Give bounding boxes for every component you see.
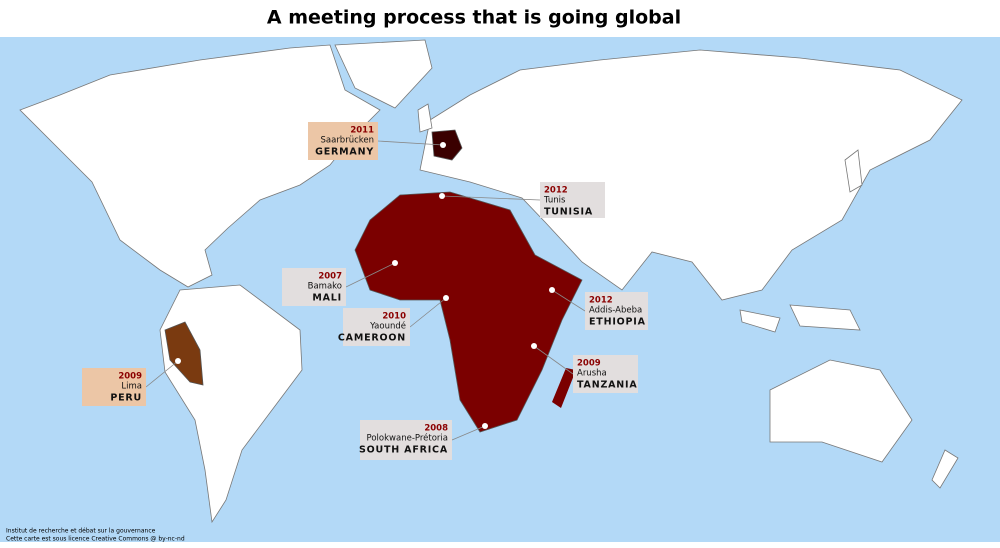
label-country: ETHIOPIA [589, 317, 646, 328]
leader-line [377, 140, 444, 146]
location-dot [531, 343, 537, 349]
label-box [308, 122, 378, 160]
credit: Cette carte est sous licence Creative Co… [6, 536, 185, 543]
uk [417, 103, 433, 133]
leader-line [345, 262, 396, 288]
peru [164, 321, 204, 386]
madagascar [552, 368, 576, 408]
leader-line [551, 289, 586, 312]
label-box [573, 355, 638, 393]
label-city: Bamako [308, 282, 342, 292]
label-city: Saarbrücken [321, 136, 375, 146]
label-year: 2009 [118, 372, 142, 382]
label-box [282, 268, 346, 306]
label-box [82, 368, 146, 406]
label-city: Polokwane-Prétoria [367, 433, 448, 444]
label-country: PERU [110, 393, 142, 404]
greenland [334, 39, 433, 109]
continents [19, 39, 963, 524]
label-year: 2012 [589, 296, 613, 306]
map-title: A meeting process that is going global [267, 7, 681, 29]
label-city: Addis-Abeba [589, 306, 642, 316]
label-country: TANZANIA [577, 380, 638, 391]
labels: 2011SaarbrückenGERMANY2012TunisTUNISIA20… [82, 122, 648, 460]
label-city: Arusha [577, 369, 607, 379]
leader-line [409, 297, 447, 328]
leader-line [451, 425, 486, 441]
location-dot [175, 358, 181, 364]
location-dot [443, 295, 449, 301]
location-dot [440, 142, 446, 148]
label-box [360, 420, 452, 460]
location-dot [392, 260, 398, 266]
germany [431, 129, 463, 161]
new-zealand [931, 449, 959, 489]
label-country: GERMANY [315, 147, 374, 158]
label-year: 2007 [318, 272, 342, 282]
leader-line [441, 195, 541, 201]
label-country: SOUTH AFRICA [359, 445, 448, 456]
label-year: 2010 [382, 312, 406, 322]
label-year: 2011 [350, 126, 374, 136]
label-country: CAMEROON [338, 333, 406, 344]
location-dot [482, 423, 488, 429]
label-box [540, 182, 605, 218]
label-city: Yaoundé [369, 321, 406, 332]
label-year: 2009 [577, 359, 601, 369]
location-dot [549, 287, 555, 293]
africa [354, 191, 583, 433]
leader-line [145, 360, 179, 388]
label-box [343, 308, 410, 346]
label-year: 2012 [544, 186, 568, 196]
leader-line [533, 345, 574, 375]
label-year: 2008 [424, 424, 448, 434]
label-box [585, 292, 648, 330]
location-dot [439, 193, 445, 199]
north-america [19, 44, 381, 288]
label-country: MALI [312, 293, 342, 304]
credit: Institut de recherche et débat sur la go… [6, 528, 156, 535]
japan [844, 149, 863, 193]
label-city: Tunis [543, 196, 566, 206]
label-country: TUNISIA [544, 207, 593, 218]
eurasia [419, 49, 963, 301]
indonesia [739, 304, 861, 333]
label-city: Lima [121, 382, 142, 392]
australia [769, 359, 913, 463]
